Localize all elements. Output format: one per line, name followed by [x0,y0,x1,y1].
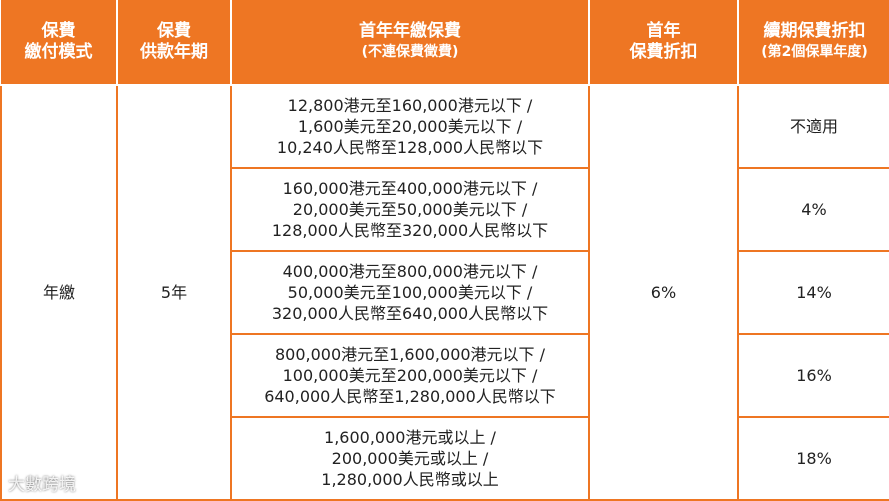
premium-line: 160,000港元至400,000港元以下 / [282,179,538,198]
header-text: 保費 [157,21,191,41]
table-row: 年繳 5年 12,800港元至160,000港元以下 / 1,600美元至20,000… [0,84,889,501]
premium-cell: 160,000港元至400,000港元以下 / 20,000美元至50,000美元… [230,167,590,252]
first-year-discount-cell: 6% [588,84,739,501]
premium-line: 320,000人民幣至640,000人民幣以下 [271,304,549,323]
table-row: 1,600,000港元或以上 / 200,000美元或以上 / 1,280,000人… [1,416,889,501]
renewal-discount-cell: 18% [737,416,889,501]
header-cell: 保費 繳付模式 [1,0,118,86]
header-row: 保費 繳付模式 保費 供款年期 首年年繳保費 (不連保費徵費) 首年 保費折扣 續期保費折扣 (第… [1,0,889,86]
premium-cell: 400,000港元至800,000港元以下 / 50,000美元至100,000美… [230,250,590,335]
premium-line: 1,600美元至20,000美元以下 / [297,117,523,136]
table-row: 160,000港元至400,000港元以下 / 20,000美元至50,000美元… [1,167,889,252]
premium-line: 50,000美元至100,000美元以下 / [287,283,533,302]
header-text: 首年年繳保費 [359,21,461,41]
header-cell: 首年 保費折扣 [588,0,739,86]
premium-line: 640,000人民幣至1,280,000人民幣以下 [264,387,556,406]
premium-line: 400,000港元至800,000港元以下 / [282,262,538,281]
header-text: 續期保費折扣 [763,21,866,41]
header-text: 首年 [646,21,681,41]
premium-line: 1,600,000港元或以上 / [324,428,496,447]
premium-line: 1,280,000人民幣或以上 [321,470,499,489]
table-row: 800,000港元至1,600,000港元以下 / 100,000美元至200,0… [1,333,889,418]
premium-line: 20,000美元至50,000美元以下 / [292,200,528,219]
header-text: 供款年期 [140,42,208,62]
premium-cell: 1,600,000港元或以上 / 200,000美元或以上 / 1,280,000人… [230,416,590,501]
premium-line: 10,240人民幣至128,000人民幣以下 [276,138,544,157]
header-cell: 首年年繳保費 (不連保費徵費) [230,0,590,86]
header-text: 繳付模式 [24,42,93,62]
header-text: (不連保費徵費) [361,44,459,60]
premium-cell: 800,000港元至1,600,000港元以下 / 100,000美元至200,0… [230,333,590,418]
premium-line: 128,000人民幣至320,000人民幣以下 [271,221,549,240]
premium-line: 12,800港元至160,000港元以下 / [287,96,533,115]
header-text: 保費 [41,21,76,41]
premium-cell: 12,800港元至160,000港元以下 / 1,600美元至20,000美元以下… [230,84,590,169]
header-text: 保費折扣 [629,42,698,62]
table-row: 400,000港元至800,000港元以下 / 50,000美元至100,000美… [1,250,889,335]
table-body: 年繳 5年 12,800港元至160,000港元以下 / 1,600美元至20,000… [0,84,889,501]
premium-line: 100,000美元至200,000美元以下 / [282,366,538,385]
header-cell: 續期保費折扣 (第2個保單年度) [737,0,889,86]
premium-line: 200,000美元或以上 / [331,449,489,468]
renewal-discount-cell: 16% [737,333,889,418]
renewal-discount-cell: 14% [737,250,889,335]
term-cell: 5年 [116,84,232,501]
header-text: (第2個保單年度) [761,44,868,60]
header-cell: 保費 供款年期 [116,0,232,86]
premium-line: 800,000港元至1,600,000港元以下 / [274,345,546,364]
renewal-discount-cell: 不適用 [737,84,889,169]
payment-mode-cell: 年繳 [0,84,118,501]
renewal-discount-cell: 4% [737,167,889,252]
watermark: 大數跨境 [8,475,76,495]
